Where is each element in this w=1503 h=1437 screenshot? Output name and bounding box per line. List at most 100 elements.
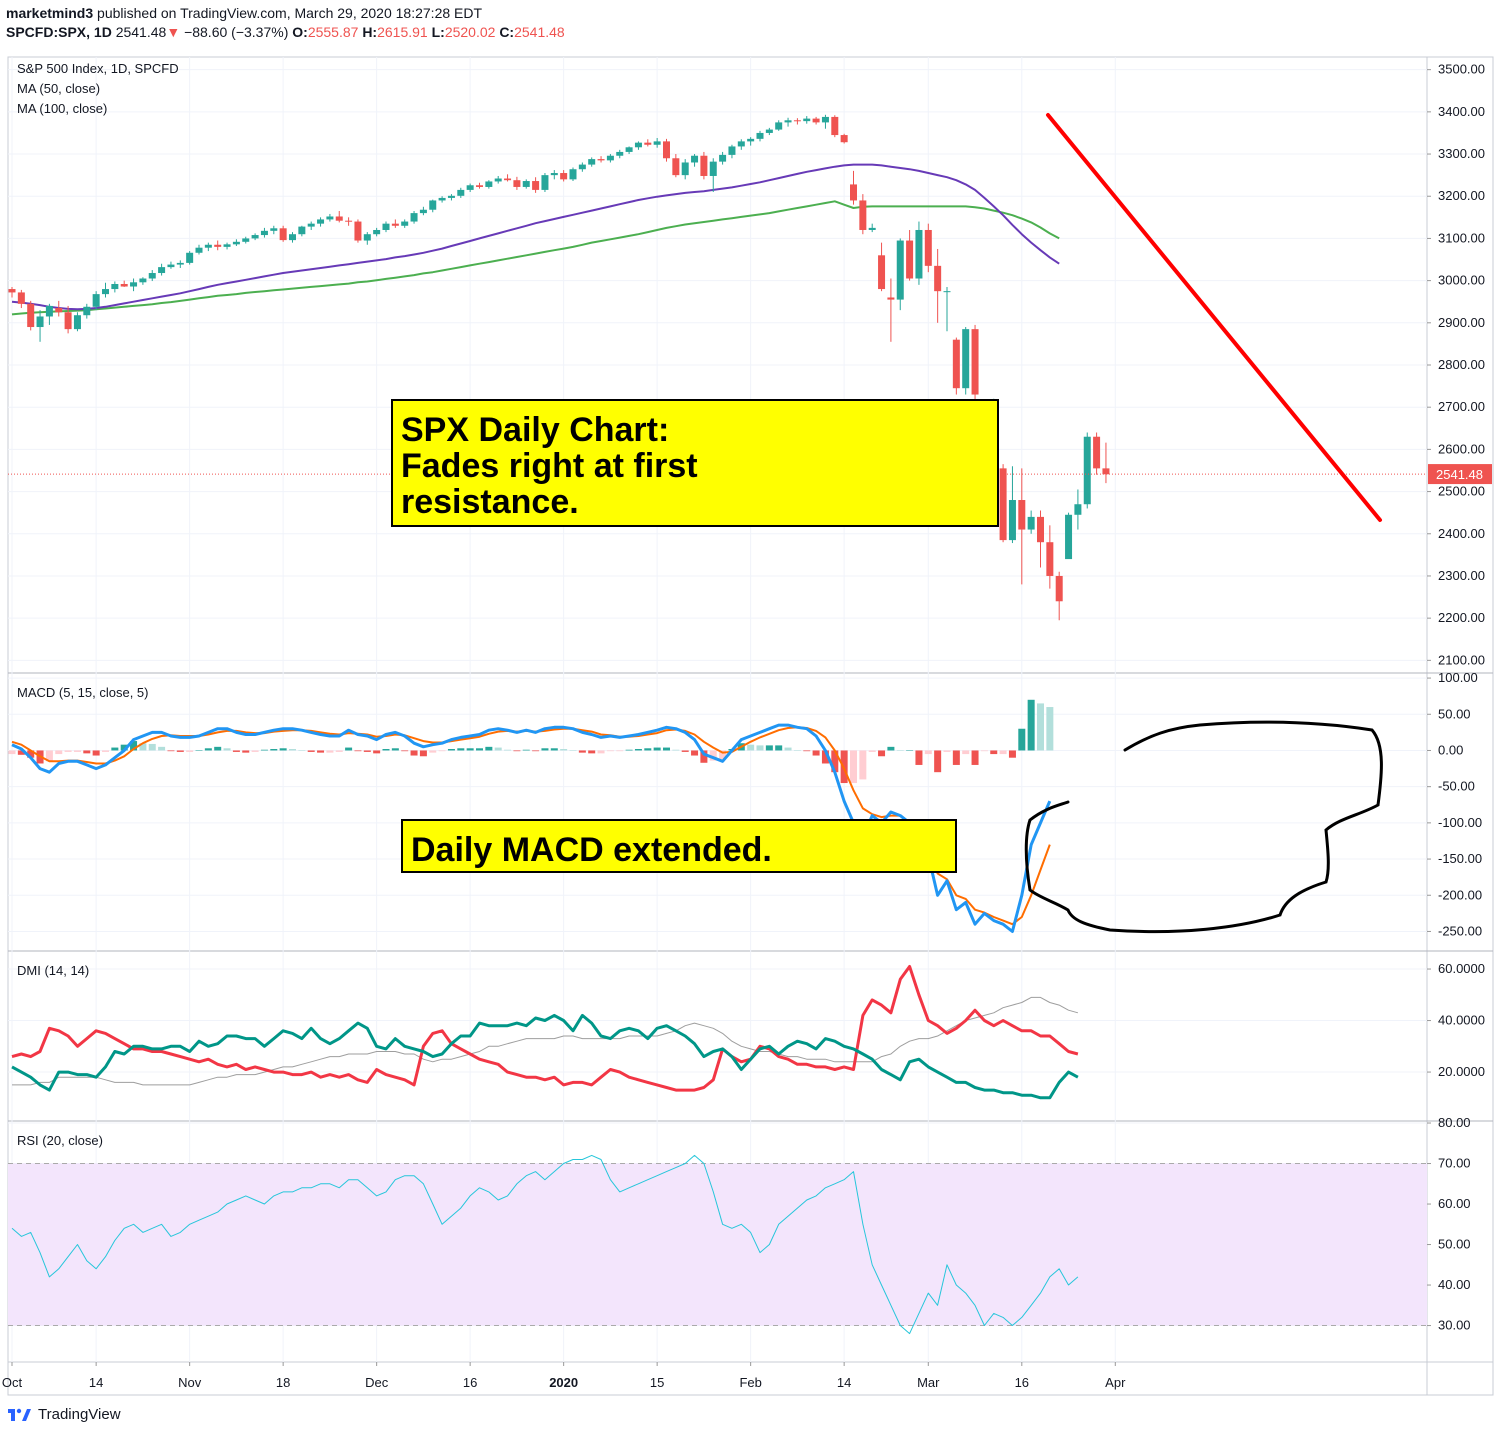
last-price: 2541.48 bbox=[115, 24, 167, 40]
macd-histogram-bar bbox=[158, 746, 166, 751]
macd-histogram-bar bbox=[186, 750, 194, 752]
macd-histogram-bar bbox=[906, 750, 914, 751]
candle-up bbox=[186, 252, 194, 263]
publisher-name[interactable]: marketmind3 bbox=[6, 5, 94, 21]
candle-up bbox=[1027, 516, 1035, 530]
low-value: 2520.02 bbox=[444, 24, 496, 40]
x-tick-label: 16 bbox=[1015, 1375, 1029, 1390]
macd-histogram-bar bbox=[522, 749, 530, 751]
macd-histogram-bar bbox=[270, 749, 278, 751]
macd-histogram-bar bbox=[223, 748, 231, 751]
candle-down bbox=[335, 216, 343, 221]
candle-down bbox=[17, 292, 25, 304]
macd-histogram-bar bbox=[1027, 699, 1035, 751]
macd-histogram-bar bbox=[92, 750, 100, 756]
candle-up bbox=[625, 147, 633, 152]
price-annotation-text: SPX Daily Chart: bbox=[401, 411, 669, 449]
ma50-line bbox=[11, 163, 1060, 311]
candle-up bbox=[45, 305, 53, 317]
candle-up bbox=[653, 141, 661, 145]
candle-up bbox=[737, 141, 745, 147]
candle-down bbox=[840, 135, 848, 143]
candle-up bbox=[606, 155, 614, 161]
candle-up bbox=[756, 132, 764, 139]
candle-down bbox=[120, 283, 128, 287]
macd-histogram-bar bbox=[1037, 703, 1044, 751]
macd-histogram-bar bbox=[429, 750, 437, 753]
ma100-line bbox=[11, 200, 1060, 316]
candle-down bbox=[934, 265, 942, 292]
candle-up bbox=[158, 267, 166, 274]
macd-histogram-bar bbox=[990, 750, 998, 755]
hand-drawn-circle bbox=[1024, 720, 1383, 934]
macd-histogram-bar bbox=[176, 750, 184, 752]
macd-histogram-bar bbox=[578, 750, 586, 753]
tradingview-logo-icon[interactable] bbox=[8, 1405, 32, 1423]
macd-histogram-bar bbox=[139, 743, 147, 751]
macd-histogram-bar bbox=[326, 750, 334, 753]
low-label: L: bbox=[431, 24, 445, 40]
macd-histogram-bar bbox=[915, 750, 923, 765]
candle-down bbox=[345, 220, 353, 222]
candle-down bbox=[27, 303, 35, 328]
macd-histogram-bar bbox=[606, 750, 614, 752]
macd-histogram-bar bbox=[541, 748, 549, 751]
candle-up bbox=[373, 229, 381, 235]
candle-down bbox=[850, 184, 857, 201]
candle-down bbox=[971, 329, 979, 395]
high-value: 2615.91 bbox=[377, 24, 428, 40]
candle-up bbox=[681, 162, 689, 176]
candle-up bbox=[410, 213, 418, 222]
macd-histogram-bar bbox=[1008, 750, 1016, 758]
candle-up bbox=[1083, 436, 1091, 505]
macd-y-tick-label: -150.00 bbox=[1438, 851, 1482, 866]
plus-di-line bbox=[11, 1013, 1079, 1100]
macd-annotation-box bbox=[401, 819, 957, 873]
macd-histogram-bar bbox=[812, 750, 820, 756]
candle-up bbox=[765, 129, 773, 133]
adx-line bbox=[12, 996, 1079, 1086]
macd-histogram-bar bbox=[457, 748, 465, 751]
candle-down bbox=[952, 339, 960, 389]
macd-histogram-bar bbox=[597, 750, 605, 754]
macd-histogram-bar bbox=[569, 750, 577, 751]
candle-down bbox=[887, 297, 895, 300]
candle-down bbox=[476, 185, 483, 187]
macd-histogram-bar bbox=[289, 749, 296, 751]
macd-histogram-bar bbox=[494, 747, 502, 751]
macd-histogram-bar bbox=[419, 750, 427, 757]
price-y-tick-label: 3000.00 bbox=[1438, 273, 1485, 288]
candle-up bbox=[419, 209, 427, 214]
x-tick-label: 14 bbox=[837, 1375, 851, 1390]
candle-up bbox=[382, 223, 390, 230]
candle-down bbox=[1037, 516, 1044, 543]
macd-histogram-bar bbox=[625, 749, 633, 751]
candle-down bbox=[999, 468, 1007, 541]
candle-down bbox=[354, 221, 362, 241]
footer-brand[interactable]: TradingView bbox=[38, 1405, 121, 1423]
price-y-tick-label: 3500.00 bbox=[1438, 62, 1485, 77]
macd-histogram-bar bbox=[111, 747, 119, 751]
candle-down bbox=[663, 141, 670, 159]
candle-up bbox=[111, 283, 119, 290]
candle-down bbox=[1046, 542, 1054, 576]
candle-up bbox=[784, 120, 792, 123]
candle-down bbox=[793, 120, 801, 122]
candle-up bbox=[691, 155, 699, 163]
candle-down bbox=[279, 228, 287, 241]
macd-histogram-bar bbox=[765, 745, 773, 751]
candle-up bbox=[719, 154, 727, 162]
ma-legend-item: MA (100, close) bbox=[17, 101, 107, 116]
candle-up bbox=[522, 181, 530, 187]
candle-up bbox=[326, 216, 334, 220]
candle-up bbox=[457, 189, 465, 196]
x-tick-label: 14 bbox=[89, 1375, 103, 1390]
macd-histogram-bar bbox=[980, 750, 988, 752]
candle-up bbox=[447, 195, 455, 198]
macd-histogram-bar bbox=[345, 747, 353, 751]
candle-up bbox=[728, 146, 736, 155]
macd-histogram-bar bbox=[148, 743, 156, 751]
candle-up bbox=[616, 151, 624, 156]
macd-histogram-bar bbox=[120, 744, 128, 751]
